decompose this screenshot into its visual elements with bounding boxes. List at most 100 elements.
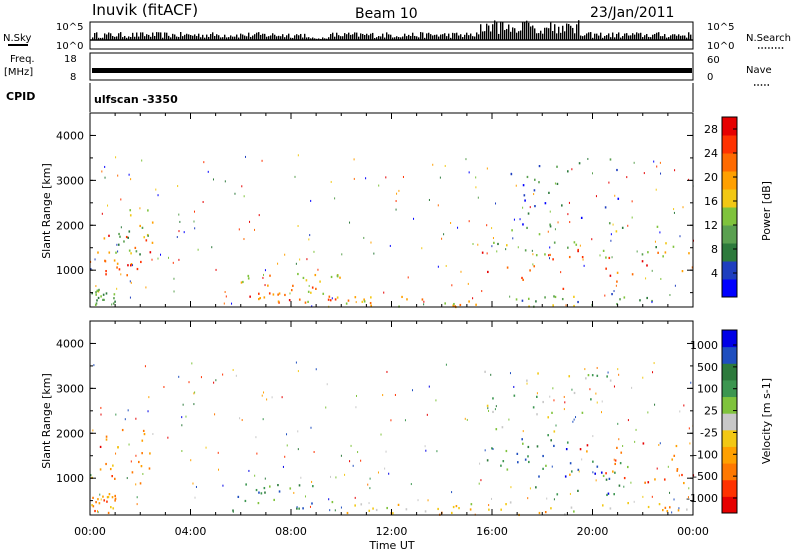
echo-cell <box>281 396 283 399</box>
echo-cell <box>610 239 612 242</box>
nsky-bar <box>384 37 386 40</box>
echo-cell <box>465 158 467 161</box>
nsky-bar <box>684 35 686 40</box>
echo-cell <box>120 226 122 229</box>
echo-cell <box>528 460 530 464</box>
echo-cell <box>544 511 547 514</box>
echo-cell <box>241 419 243 422</box>
echo-cell <box>602 474 605 478</box>
nsky-bar <box>436 34 438 40</box>
echo-cell <box>142 472 144 475</box>
echo-cell <box>432 163 434 166</box>
echo-cell <box>141 439 144 442</box>
echo-cell <box>488 409 490 412</box>
echo-cell <box>327 298 330 301</box>
echo-cell <box>439 176 441 179</box>
echo-cell <box>572 420 574 423</box>
echo-cell <box>606 493 608 497</box>
echo-cell <box>620 451 623 454</box>
echo-cell <box>313 250 315 253</box>
echo-cell <box>608 477 611 480</box>
echo-cell <box>668 506 671 509</box>
nsky-bar <box>178 36 180 40</box>
echo-cell <box>623 476 626 480</box>
echo-cell <box>328 498 330 501</box>
echo-cell <box>475 176 477 179</box>
echo-cell <box>258 297 260 301</box>
nsky-bar <box>456 32 458 40</box>
nsky-bar <box>268 36 270 40</box>
nsky-bar <box>266 36 268 40</box>
echo-cell <box>521 276 523 280</box>
echo-cell <box>488 508 490 511</box>
echo-cell <box>306 258 308 261</box>
nsky-bar <box>258 32 260 40</box>
echo-cell <box>613 385 615 388</box>
nsky-bar <box>264 33 266 40</box>
nsky-bar <box>482 31 484 40</box>
echo-cell <box>96 510 98 513</box>
echo-cell <box>573 241 576 244</box>
echo-cell <box>107 204 109 207</box>
echo-cell <box>673 211 675 214</box>
echo-cell <box>553 444 555 448</box>
echo-cell <box>542 454 544 458</box>
echo-cell <box>139 253 141 256</box>
x-tick-label: 12:00 <box>376 525 408 538</box>
echo-cell <box>452 505 455 509</box>
echo-cell <box>658 503 661 506</box>
echo-cell <box>297 224 299 227</box>
nsky-bar <box>334 36 336 40</box>
nsky-bar <box>644 35 646 40</box>
echo-cell <box>177 185 179 188</box>
echo-cell <box>264 284 266 287</box>
echo-cell <box>103 499 106 502</box>
echo-cell <box>213 381 215 384</box>
echo-cell <box>277 262 279 265</box>
x-tick-label: 16:00 <box>476 525 508 538</box>
echo-cell <box>255 488 258 492</box>
echo-cell <box>500 508 502 511</box>
nsky-bar <box>470 33 472 40</box>
nsky-bar <box>586 33 588 40</box>
echo-cell <box>688 427 690 430</box>
echo-cell <box>126 477 128 480</box>
echo-cell <box>363 236 365 239</box>
echo-cell <box>437 265 439 268</box>
echo-cell <box>437 204 439 207</box>
echo-cell <box>116 262 119 265</box>
nsky-bar <box>322 37 324 40</box>
echo-cell <box>96 289 99 292</box>
colorbar-tick-label: 1000 <box>690 339 718 352</box>
nsky-bar <box>656 32 658 40</box>
echo-cell <box>505 503 507 506</box>
y-tick-label: 3000 <box>56 382 84 395</box>
echo-cell <box>551 465 553 468</box>
echo-cell <box>673 208 675 211</box>
echo-cell <box>459 303 462 307</box>
echo-cell <box>297 154 299 157</box>
echo-cell <box>494 408 496 411</box>
nsky-bar <box>562 25 564 40</box>
echo-cell <box>296 507 298 510</box>
echo-cell <box>104 260 107 263</box>
nsky-bar <box>570 25 572 40</box>
echo-cell <box>573 295 575 298</box>
nsky-bar <box>602 37 604 40</box>
echo-cell <box>297 430 299 433</box>
echo-cell <box>141 452 143 455</box>
echo-cell <box>307 300 309 303</box>
echo-cell <box>258 214 260 217</box>
echo-cell <box>487 407 489 410</box>
echo-cell <box>646 264 648 267</box>
nsky-bar <box>318 38 320 40</box>
echo-cell <box>239 417 241 420</box>
freq-panel <box>89 52 694 81</box>
nsky-bar <box>414 35 416 40</box>
echo-cell <box>586 450 588 453</box>
echo-cell <box>273 498 275 502</box>
echo-cell <box>553 295 555 298</box>
nsky-bar <box>174 34 176 40</box>
echo-cell <box>111 303 113 306</box>
nsky-bar <box>290 37 292 40</box>
